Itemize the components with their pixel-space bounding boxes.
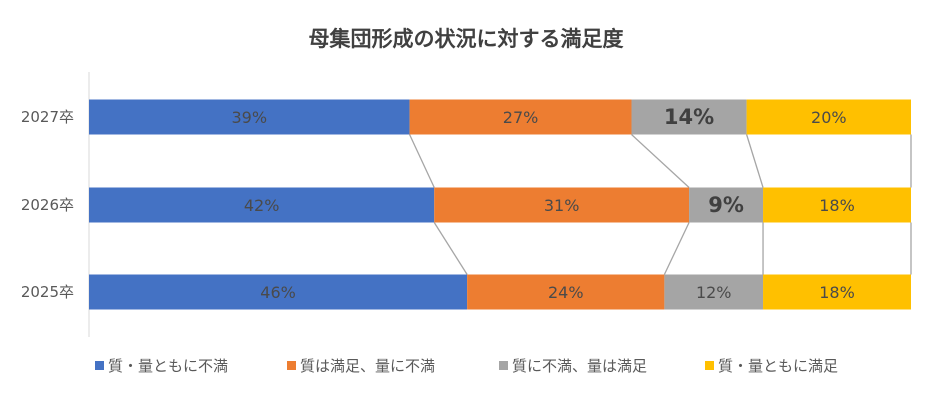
data-label: 46% (260, 283, 296, 302)
legend-label: 質・量ともに不満 (108, 357, 228, 375)
bar-segment (89, 274, 468, 310)
series-connector-line (745, 134, 764, 188)
legend: 質・量ともに不満 質は満足、量に不満 質に不満、量は満足 質・量ともに満足 (95, 357, 838, 375)
series-connector-line (663, 222, 690, 275)
data-label: 18% (819, 196, 855, 215)
data-label: 18% (819, 283, 855, 302)
data-labels: 39% 27% 14% 20% 42% 31% 9% 18% 46% 24% 12% 18% (232, 105, 855, 302)
series-lines (408, 134, 912, 275)
legend-swatch (705, 361, 714, 370)
data-label: 39% (232, 108, 268, 127)
bar-segment (631, 99, 747, 135)
data-label: 20% (811, 108, 847, 127)
chart-title: 母集団形成の状況に対する満足度 (309, 27, 624, 51)
legend-swatch (287, 361, 296, 370)
legend-item: 質に不満、量は満足 (499, 357, 647, 375)
category-label: 2025卒 (21, 283, 74, 301)
bar-segment (89, 99, 410, 135)
bar-segment (763, 187, 911, 223)
legend-label: 質に不満、量は満足 (512, 357, 647, 375)
legend-item: 質・量ともに満足 (705, 357, 838, 375)
legend-label: 質・量ともに満足 (718, 357, 838, 375)
legend-label: 質は満足、量に不満 (300, 357, 435, 375)
bar-segment (434, 187, 690, 223)
bar-segment (89, 187, 435, 223)
data-label: 27% (503, 108, 539, 127)
data-label: 9% (708, 193, 744, 217)
bar-segment (467, 274, 665, 310)
series-connector-line (408, 134, 435, 188)
data-label: 14% (664, 105, 714, 129)
category-label: 2027卒 (21, 108, 74, 126)
bar-segment (409, 99, 632, 135)
legend-item: 質・量ともに不満 (95, 357, 228, 375)
data-label: 31% (544, 196, 580, 215)
legend-swatch (95, 361, 104, 370)
bars (89, 99, 911, 310)
data-label: 24% (548, 283, 584, 302)
legend-item: 質は満足、量に不満 (287, 357, 435, 375)
series-connector-line (631, 134, 690, 188)
data-label: 42% (244, 196, 280, 215)
series-connector-line (433, 222, 468, 275)
category-labels: 2027卒 2026卒 2025卒 (21, 108, 74, 301)
bar-segment (763, 274, 911, 310)
bar-segment (664, 274, 764, 310)
legend-swatch (499, 361, 508, 370)
bar-segment (746, 99, 911, 135)
category-label: 2026卒 (21, 196, 74, 214)
data-label: 12% (696, 283, 732, 302)
bar-segment (689, 187, 764, 223)
